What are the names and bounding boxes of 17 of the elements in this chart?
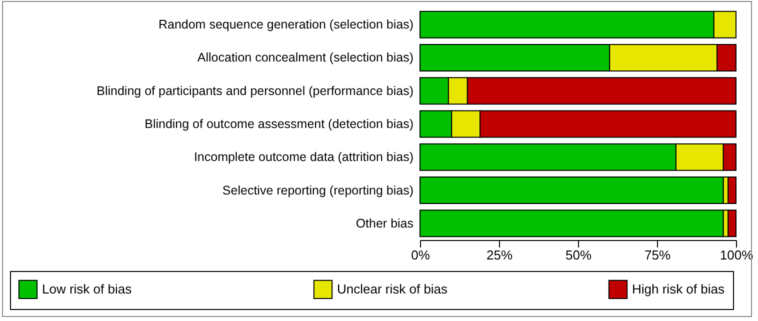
y-tick-label: Other bias	[356, 216, 414, 230]
x-tick-label: 0%	[411, 248, 430, 262]
y-tick-label: Blinding of outcome assessment (detection bias)	[144, 117, 414, 131]
y-tick-label: Blinding of participants and personnel (performance bias)	[96, 84, 414, 98]
y-tick-label: Allocation concealment (selection bias)	[197, 50, 414, 65]
y-tick-label: Random sequence generation (selection bias)	[158, 18, 414, 32]
bar	[420, 210, 724, 238]
x-tick-label: 75%	[644, 248, 671, 262]
legend-label: High risk of bias	[632, 281, 725, 296]
y-tick-label: Selective reporting (reporting bias)	[222, 183, 414, 198]
bar	[420, 176, 724, 204]
legend-label: Unclear risk of bias	[337, 281, 448, 296]
legend-label: Low risk of bias	[42, 281, 132, 296]
x-tick-label: 25%	[486, 248, 513, 262]
x-tick-label: 50%	[565, 248, 592, 262]
x-tick-label: 100%	[720, 248, 754, 262]
y-tick-label: Incomplete outcome data (attrition bias)	[194, 150, 414, 164]
